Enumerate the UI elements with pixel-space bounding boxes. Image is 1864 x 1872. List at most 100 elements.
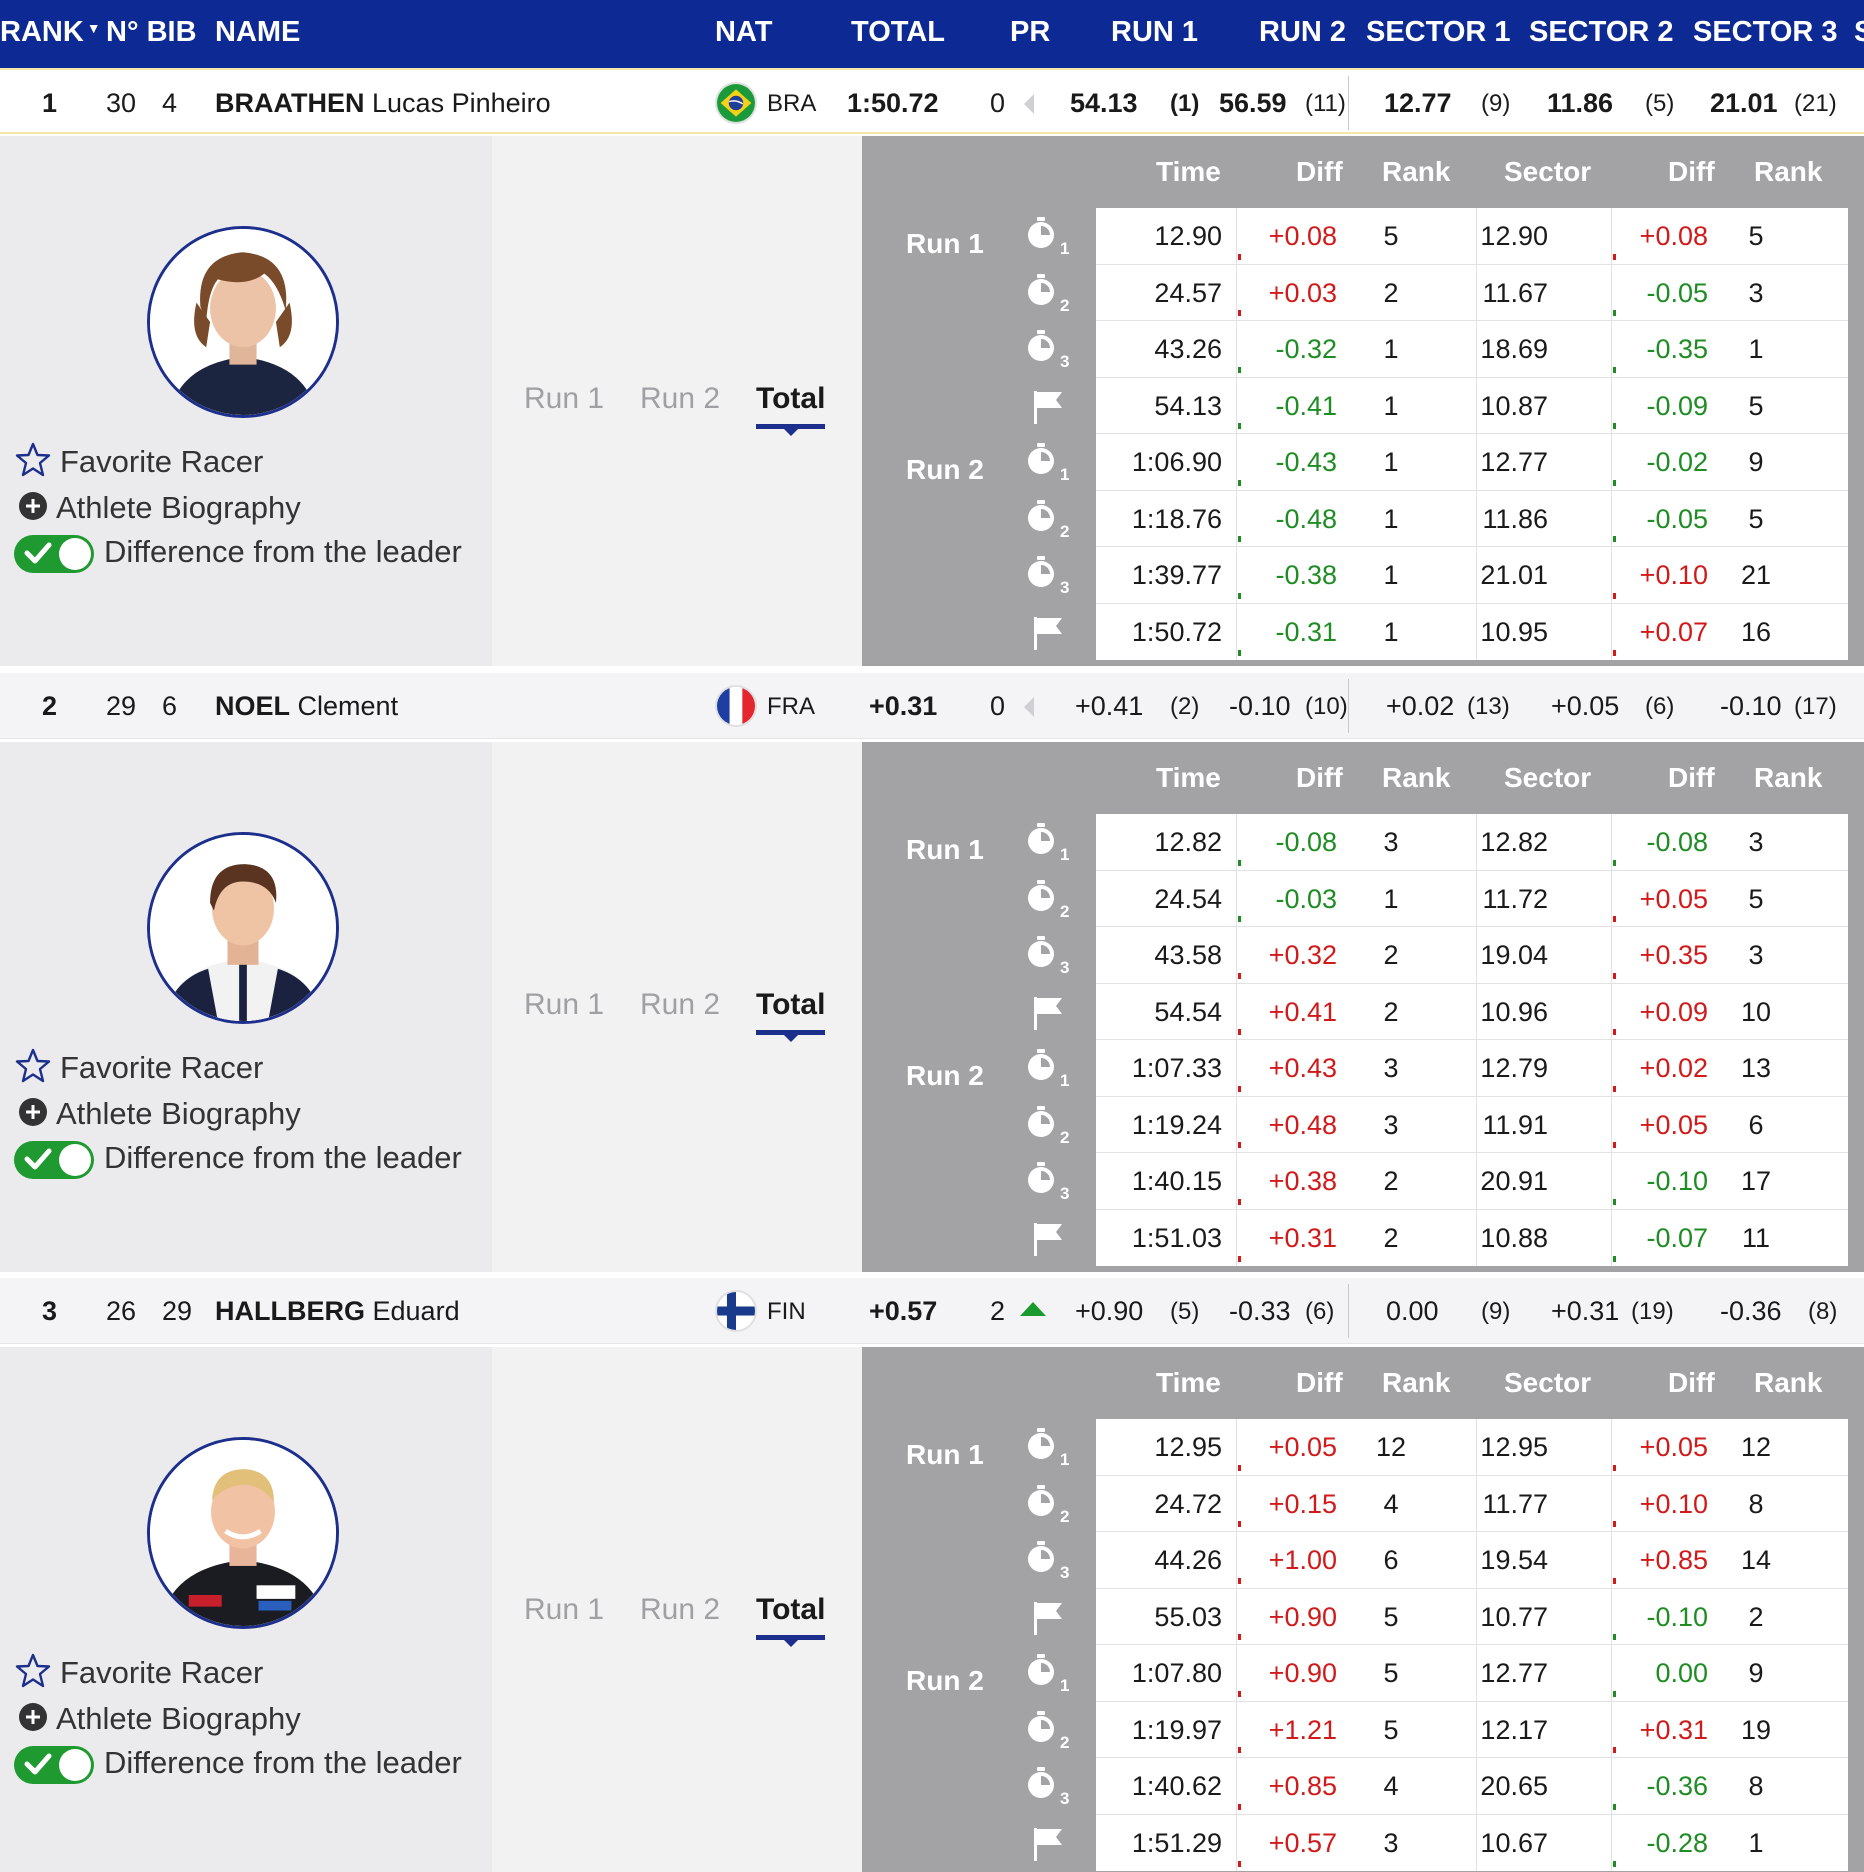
run2-column-header[interactable]: RUN 2 bbox=[1259, 16, 1347, 48]
favorite-racer-button[interactable]: Favorite Racer bbox=[14, 442, 263, 486]
nation-code: FIN bbox=[767, 1298, 806, 1325]
tab-run1[interactable]: Run 1 bbox=[524, 988, 605, 1021]
sector-time: 12.90 bbox=[1480, 221, 1548, 251]
sector3-rank: (17) bbox=[1794, 693, 1837, 720]
sector3-value: -0.10 bbox=[1720, 691, 1782, 721]
overflow-column-header[interactable]: S bbox=[1854, 16, 1864, 48]
tab-run2[interactable]: Run 2 bbox=[640, 382, 721, 415]
sector-diff: +0.31 bbox=[1639, 1714, 1708, 1745]
tab-run2[interactable]: Run 2 bbox=[640, 988, 721, 1021]
favorite-racer-button[interactable]: Favorite Racer bbox=[14, 1653, 263, 1697]
toggle-switch[interactable] bbox=[14, 1140, 94, 1179]
stopwatch-icon-2: 2 bbox=[1026, 1105, 1070, 1145]
athlete-avatar[interactable] bbox=[147, 1437, 339, 1629]
sector-rank: 19 bbox=[1740, 1714, 1772, 1745]
athlete-avatar[interactable] bbox=[147, 226, 339, 418]
sector-rank-column-header: Rank bbox=[1754, 762, 1823, 793]
rank-value: 3 bbox=[42, 1296, 58, 1326]
tab-run1[interactable]: Run 1 bbox=[524, 382, 605, 415]
athlete-biography-button[interactable]: Athlete Biography bbox=[18, 490, 301, 529]
athlete-name[interactable]: BRAATHEN Lucas Pinheiro bbox=[215, 88, 551, 119]
athlete-biography-button[interactable]: Athlete Biography bbox=[18, 1701, 301, 1740]
athlete-summary-row[interactable]: 3 26 29 HALLBERG Eduard FIN +0.57 2 +0.90 (5) -0.… bbox=[0, 1278, 1864, 1344]
sector-time: 10.67 bbox=[1480, 1827, 1548, 1858]
toggle-switch[interactable] bbox=[14, 1745, 94, 1784]
bib-number: 4 bbox=[162, 88, 178, 118]
bib-column-header[interactable]: N° BIB bbox=[106, 16, 197, 48]
sector-time: 12.17 bbox=[1480, 1714, 1548, 1745]
svg-text:1: 1 bbox=[1060, 239, 1069, 256]
nat-column-header[interactable]: NAT bbox=[715, 16, 773, 48]
pr-column-header[interactable]: PR bbox=[1010, 16, 1051, 48]
run1-column-header[interactable]: RUN 1 bbox=[1111, 16, 1199, 48]
split-times-table: 12.95 +0.05 12 12.95 +0.05 12 24.72 +0.15 4 11.77… bbox=[1096, 1419, 1848, 1871]
athlete-avatar[interactable] bbox=[147, 832, 339, 1024]
toggle-switch[interactable] bbox=[14, 534, 94, 573]
star-icon bbox=[14, 1048, 52, 1092]
diff-marker bbox=[1238, 536, 1241, 542]
split-rank: 1 bbox=[1383, 883, 1399, 914]
sector-diff-marker bbox=[1613, 536, 1616, 542]
run1-label: Run 1 bbox=[906, 1439, 984, 1470]
run1-rank: (2) bbox=[1170, 693, 1200, 720]
split-row: 1:18.76 -0.48 1 11.86 -0.05 5 bbox=[1096, 490, 1848, 547]
athlete-profile-panel: Favorite Racer Athlete Biography Differenc… bbox=[0, 136, 492, 666]
athlete-last-name: NOEL bbox=[215, 691, 291, 721]
sector1-column-header[interactable]: SECTOR 1 bbox=[1366, 16, 1511, 48]
svg-text:2: 2 bbox=[1060, 522, 1069, 539]
sector2-column-header[interactable]: SECTOR 2 bbox=[1529, 16, 1674, 48]
sector-time: 10.87 bbox=[1480, 390, 1548, 421]
split-time: 1:19.24 bbox=[1131, 1109, 1222, 1140]
sector2-rank: (5) bbox=[1645, 90, 1675, 117]
split-times-table: 12.90 +0.08 5 12.90 +0.08 5 24.57 +0.03 2 11.67 -0… bbox=[1096, 208, 1848, 660]
sector-diff-marker bbox=[1613, 1747, 1616, 1753]
run1-value: 54.13 bbox=[1070, 88, 1138, 118]
total-column-header[interactable]: TOTAL bbox=[851, 16, 945, 48]
finish-flag-icon bbox=[1026, 1823, 1070, 1863]
athlete-name[interactable]: HALLBERG Eduard bbox=[215, 1296, 460, 1327]
sector3-column-header[interactable]: SECTOR 3 bbox=[1693, 16, 1838, 48]
sector-diff-marker bbox=[1613, 366, 1616, 373]
run2-value: -0.33 bbox=[1229, 1296, 1291, 1326]
rank-column-header[interactable]: RANK ▼ bbox=[0, 16, 101, 48]
split-rank: 3 bbox=[1383, 827, 1399, 857]
split-rank: 5 bbox=[1383, 221, 1399, 251]
tab-total[interactable]: Total bbox=[756, 988, 826, 1042]
split-row: 24.57 +0.03 2 11.67 -0.05 3 bbox=[1096, 264, 1848, 321]
diff-marker bbox=[1238, 423, 1241, 429]
athlete-biography-button[interactable]: Athlete Biography bbox=[18, 1096, 301, 1135]
split-diff: +0.03 bbox=[1268, 277, 1337, 308]
diff-marker bbox=[1238, 1861, 1241, 1867]
run2-value: 56.59 bbox=[1219, 88, 1287, 118]
tab-total[interactable]: Total bbox=[756, 1593, 826, 1647]
tab-run2[interactable]: Run 2 bbox=[640, 1593, 721, 1626]
athlete-summary-row[interactable]: 2 29 6 NOEL Clement FRA +0.31 0 +0.41 (2) -0.10 (1… bbox=[0, 673, 1864, 739]
svg-text:2: 2 bbox=[1060, 296, 1069, 313]
difference-from-leader-toggle[interactable]: Difference from the leader bbox=[14, 534, 462, 573]
favorite-racer-button[interactable]: Favorite Racer bbox=[14, 1048, 263, 1092]
nation-code: FRA bbox=[767, 693, 815, 720]
name-column-header[interactable]: NAME bbox=[215, 16, 301, 48]
difference-from-leader-toggle[interactable]: Difference from the leader bbox=[14, 1140, 462, 1179]
tab-total[interactable]: Total bbox=[756, 382, 826, 436]
diff-marker bbox=[1238, 592, 1241, 599]
stopwatch-icon-1: 1 bbox=[1026, 216, 1070, 256]
stopwatch-icon-1: 1 bbox=[1026, 442, 1070, 482]
athlete-name[interactable]: NOEL Clement bbox=[215, 691, 398, 722]
difference-from-leader-toggle[interactable]: Difference from the leader bbox=[14, 1745, 462, 1784]
sector-diff: +0.05 bbox=[1639, 883, 1708, 914]
stopwatch-icon-3: 3 bbox=[1026, 1540, 1070, 1580]
split-time: 1:51.29 bbox=[1131, 1827, 1222, 1858]
sector-diff-marker bbox=[1613, 1521, 1616, 1527]
athlete-summary-row[interactable]: 1 30 4 BRAATHEN Lucas Pinheiro BRA 1:50.72 0 54… bbox=[0, 68, 1864, 134]
diff-marker bbox=[1238, 1803, 1241, 1810]
time-column-header: Time bbox=[1156, 156, 1221, 187]
sector-diff-marker bbox=[1613, 1690, 1616, 1697]
split-diff: +0.41 bbox=[1268, 996, 1337, 1027]
tab-run1[interactable]: Run 1 bbox=[524, 1593, 605, 1626]
diff-marker bbox=[1238, 1085, 1241, 1092]
finish-flag-icon bbox=[1026, 1597, 1070, 1637]
svg-text:1: 1 bbox=[1060, 465, 1069, 482]
sector-diff-marker bbox=[1613, 1085, 1616, 1092]
